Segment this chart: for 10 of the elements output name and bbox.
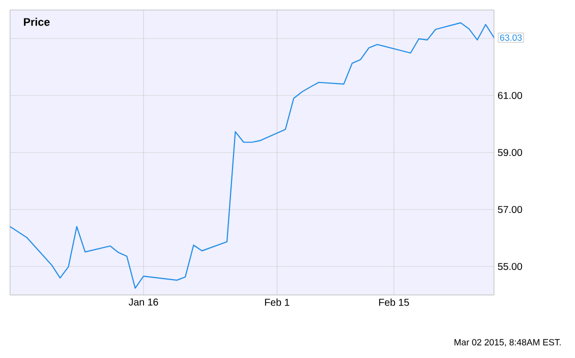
y-tick-label: 59.00 <box>498 148 522 156</box>
x-tick-label: Feb 1 <box>265 298 290 306</box>
y-tick-label: 55.00 <box>498 262 522 270</box>
x-tick-label: Feb 15 <box>379 298 409 306</box>
text: Price <box>24 18 50 26</box>
y-tick-label: 57.00 <box>498 206 522 214</box>
x-tick-label: Jan 16 <box>128 298 158 306</box>
text: Mar 02 2015, 8:48AM EST. <box>454 339 561 346</box>
annotation: 63.03 <box>500 34 522 41</box>
y-tick-label: 61.00 <box>498 92 522 100</box>
